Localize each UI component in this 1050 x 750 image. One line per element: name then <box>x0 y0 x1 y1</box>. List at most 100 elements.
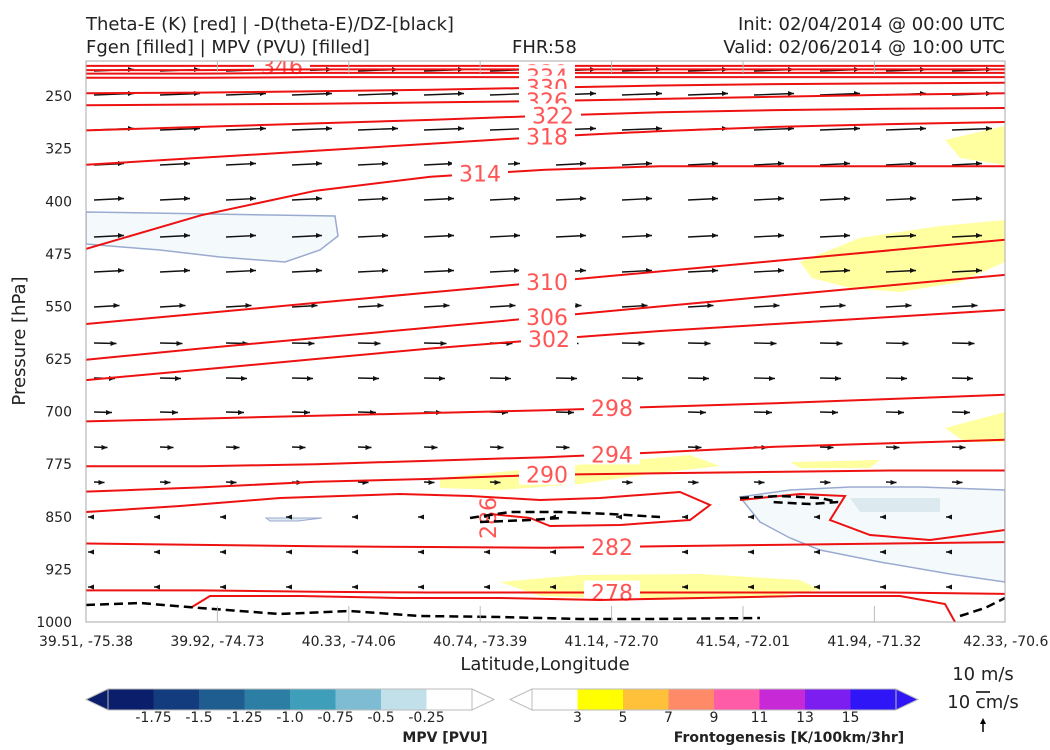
y-tick-label: 400 <box>45 194 72 210</box>
wind-arrowhead <box>167 445 174 450</box>
theta-e-282-low <box>191 595 956 622</box>
dthetae-dz-dashed-3 <box>86 601 761 621</box>
y-tick-label: 775 <box>45 457 72 473</box>
wind-arrowhead <box>326 91 332 96</box>
wind-arrowhead <box>484 549 490 555</box>
wind-arrowhead <box>959 445 966 450</box>
mpv-fill-lower-dark <box>850 498 940 512</box>
wind-arrow <box>621 127 663 131</box>
wind-arrowhead <box>443 303 450 308</box>
title-line-1: Theta-E (K) [red] | -D(theta-E)/DZ-[blac… <box>86 14 454 35</box>
wind-arrowhead <box>778 233 784 238</box>
wind-arrowhead <box>778 161 784 166</box>
wind-arrowhead <box>646 196 652 201</box>
colorbar-tick-label: -1.5 <box>185 710 212 726</box>
wind-arrowhead <box>835 376 841 381</box>
theta-e-label-bg <box>525 103 581 126</box>
theta-e-label-bg <box>584 580 640 603</box>
wind-arrow <box>819 127 861 131</box>
wind-arrowhead <box>88 584 94 590</box>
wind-arrowhead <box>703 376 709 381</box>
wind-arrowhead <box>374 341 381 346</box>
wind-arrow <box>225 127 267 131</box>
wind-arrowhead <box>956 480 963 485</box>
colorbar-swatch <box>532 689 578 710</box>
wind-arrowhead <box>844 233 850 238</box>
theta-e-286-contour-right <box>739 492 1005 542</box>
wind-arrowhead <box>175 376 181 381</box>
wind-arrowhead <box>839 303 846 308</box>
wind-arrowhead <box>769 376 775 381</box>
theta-e-contour-298 <box>86 393 1005 423</box>
wind-arrowhead <box>550 549 556 555</box>
wind-arrowhead <box>373 376 379 381</box>
wind-arrowhead <box>854 126 860 131</box>
colorbar-extend-left <box>508 688 533 711</box>
theta-e-contour-294 <box>86 438 1005 468</box>
wind-arrowhead <box>316 161 322 166</box>
wind-arrowhead <box>514 161 520 166</box>
wind-arrowhead <box>245 303 252 308</box>
wind-arrowhead <box>695 445 702 450</box>
wind-arrow <box>753 127 795 131</box>
x-tick-label: 41.94, -71.32 <box>827 634 921 650</box>
wind-arrowhead <box>712 233 718 238</box>
wind-arrowhead <box>514 196 520 201</box>
colorbar-tick-label: 11 <box>751 710 769 726</box>
wind-arrowhead <box>946 549 952 555</box>
wind-arrowhead <box>637 376 643 381</box>
wind-arrowhead <box>352 584 358 590</box>
wind-arrowhead <box>880 514 886 520</box>
wind-arrowhead <box>550 584 556 590</box>
colorbar-tick-label: -1.0 <box>276 710 303 726</box>
wind-arrowhead <box>748 514 754 520</box>
init-time: Init: 02/04/2014 @ 00:00 UTC <box>737 14 1005 35</box>
fgen-colorbar: 3 5 7 9 11 13 15 <box>508 688 920 726</box>
y-tick-label: 700 <box>45 405 72 421</box>
wind-arrowhead <box>311 303 318 308</box>
valid-time: Valid: 02/06/2014 @ 10:00 UTC <box>723 37 1005 58</box>
wind-arrow <box>753 92 795 96</box>
wind-arrowhead <box>836 341 843 346</box>
wind-arrowhead <box>638 341 645 346</box>
wind-arrowhead <box>692 480 699 485</box>
wind-arrow <box>291 127 333 131</box>
wind-arrowhead <box>448 233 454 238</box>
wind-arrowhead <box>641 303 648 308</box>
wind-arrowhead <box>365 445 372 450</box>
wind-arrowhead <box>184 268 190 273</box>
theta-e-286-contour <box>86 490 712 528</box>
y-tick-label: 550 <box>45 299 72 315</box>
wind-arrowhead <box>905 303 912 308</box>
theta-e-contour-278 <box>86 589 1005 595</box>
y-tick-label: 475 <box>45 247 72 263</box>
colorbar-tick-label: 7 <box>664 710 673 726</box>
theta-e-contour-314 <box>86 165 1005 250</box>
wind-arrowhead <box>418 514 424 520</box>
wind-arrowhead <box>448 161 454 166</box>
wind-arrowhead <box>773 303 780 308</box>
theta-e-contours: 3463423383343303263223183143103063022982… <box>86 61 1005 607</box>
wind-arrowhead <box>968 341 975 346</box>
theta-e-label-278: 278 <box>591 582 633 607</box>
wind-arrowhead <box>910 161 916 166</box>
wind-arrowhead <box>824 480 831 485</box>
wind-arrowhead <box>575 303 582 308</box>
wind-arrowhead <box>770 341 777 346</box>
theta-e-label-bg <box>519 124 575 147</box>
wind-arrowhead <box>580 233 586 238</box>
plot-frame <box>85 60 1006 623</box>
wind-arrowhead <box>712 161 718 166</box>
wind-ref-vertical-arrowhead <box>980 718 986 724</box>
wind-arrowhead <box>580 161 586 166</box>
wind-arrowhead <box>682 584 688 590</box>
wind-arrowhead <box>233 445 240 450</box>
wind-arrowhead <box>707 303 714 308</box>
wind-arrowhead <box>580 268 586 273</box>
wind-arrowhead <box>700 410 706 415</box>
theta-e-label-314: 314 <box>459 163 501 188</box>
wind-arrowhead <box>382 161 388 166</box>
wind-arrowhead <box>220 514 226 520</box>
x-tick-label: 40.74, -73.39 <box>433 634 527 650</box>
colorbar-frame <box>531 688 897 711</box>
